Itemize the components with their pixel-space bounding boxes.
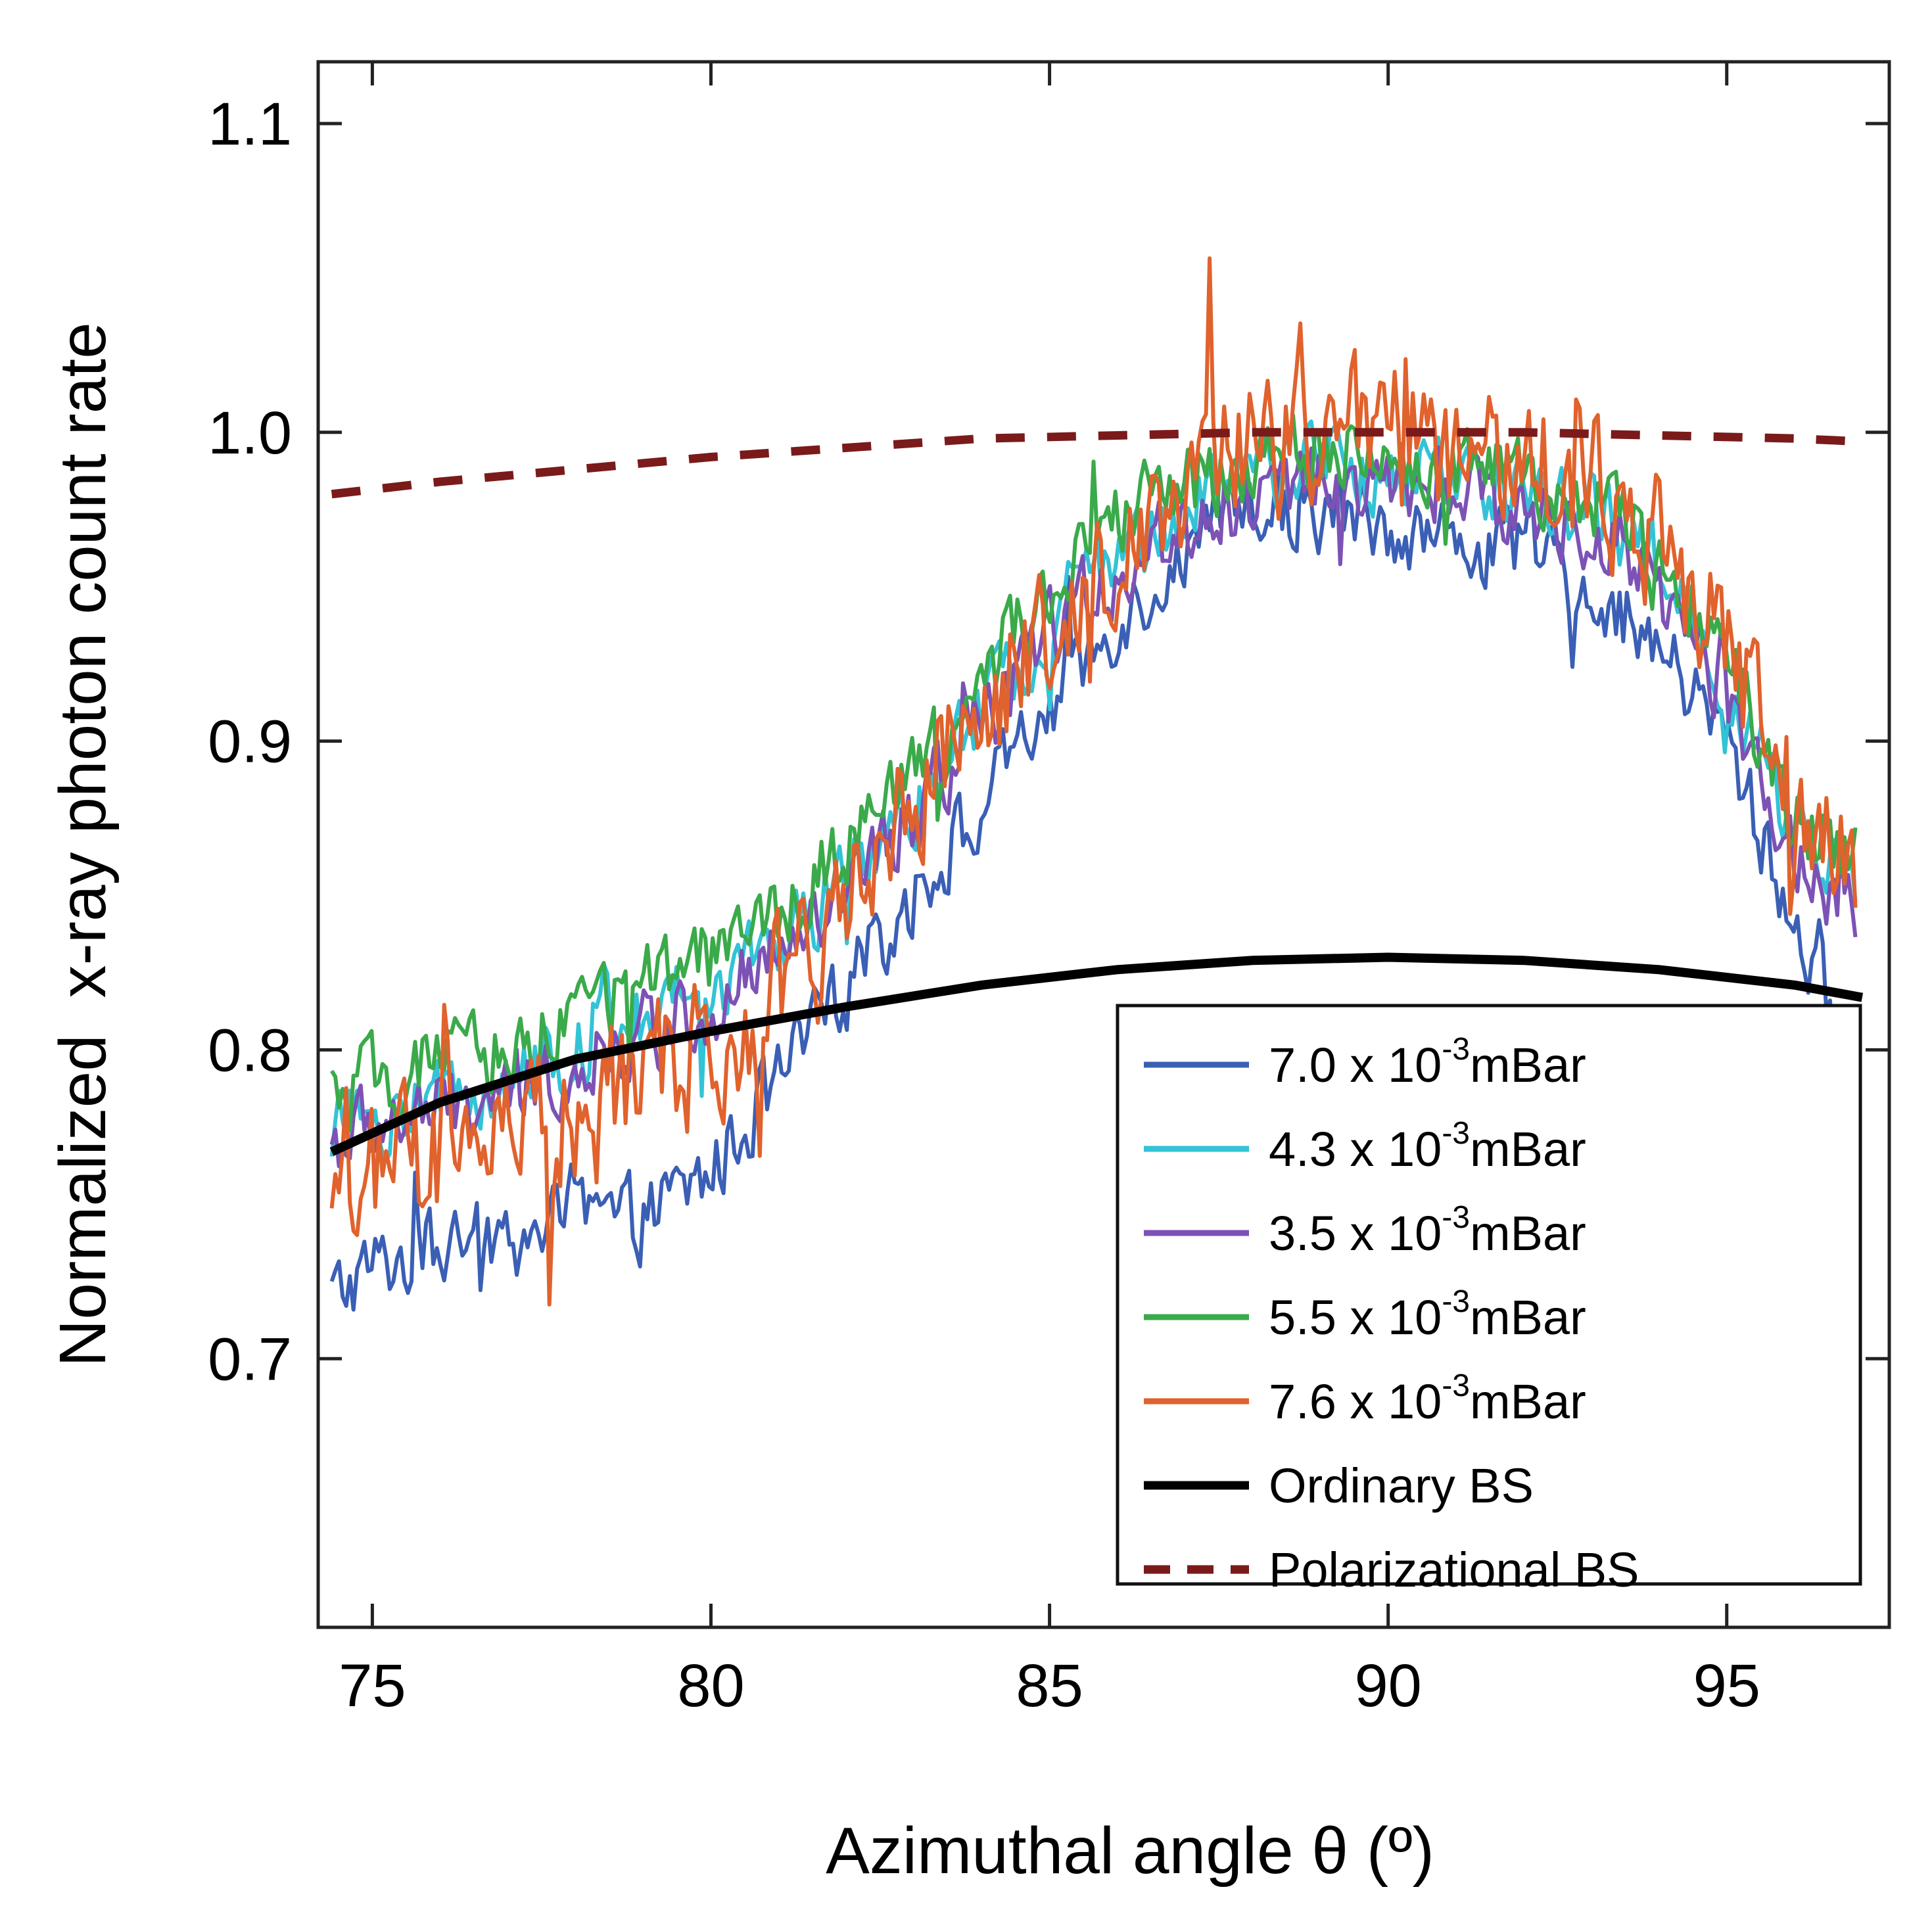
legend-label-unit: mBar [1470,1290,1586,1345]
series-1-line [329,470,1858,1312]
legend-label-exponent: -3 [1442,1200,1470,1235]
axes-layer: 75 80 85 90 95 0.7 0.8 0.9 1.0 1.1 Azimuthal angle… [46,60,1891,1888]
x-axis-title: Azimuthal angle θ (º) [826,1814,1434,1888]
x-tick-label: 90 [1355,1652,1422,1719]
legend-label: Ordinary BS [1269,1458,1534,1513]
y-tick-label: 1.0 [208,400,292,467]
legend-label-exponent: -3 [1442,1032,1470,1067]
legend-item: 4.3 x 10-3mBar [1144,1116,1586,1176]
legend-label: 7.0 x 10-3mBar [1269,1032,1586,1092]
legend-label: 7.6 x 10-3mBar [1269,1368,1586,1429]
legend-label-unit: mBar [1470,1374,1586,1429]
legend-label-unit: mBar [1470,1206,1586,1261]
legend-label-main: 7.0 x 10 [1269,1038,1442,1092]
legend-label-unit: mBar [1470,1122,1586,1176]
legend-item: 3.5 x 10-3mBar [1144,1200,1586,1261]
y-tick-label: 0.9 [208,709,292,776]
y-axis-title: Normalized x-ray photon count rate [46,322,120,1367]
legend-label-exponent: -3 [1442,1368,1470,1403]
legend-item: 7.0 x 10-3mBar [1144,1032,1586,1092]
legend-label: Polarizational BS [1269,1543,1639,1597]
legend-label-main: 4.3 x 10 [1269,1122,1442,1176]
series-6-line [329,952,1864,1156]
x-tick-label: 85 [1016,1652,1083,1719]
legend-label-main: 5.5 x 10 [1269,1290,1442,1345]
legend-label-unit: mBar [1470,1038,1586,1092]
legend-label-exponent: -3 [1442,1284,1470,1319]
legend-item: 7.6 x 10-3mBar [1144,1368,1586,1429]
legend-label-main: Polarizational BS [1269,1543,1639,1597]
legend-item: Ordinary BS [1144,1458,1534,1513]
legend-label-exponent: -3 [1442,1116,1470,1151]
x-tick-label: 95 [1693,1652,1760,1719]
legend-label-main: 7.6 x 10 [1269,1374,1442,1429]
legend-label: 4.3 x 10-3mBar [1269,1116,1586,1176]
legend-label: 5.5 x 10-3mBar [1269,1284,1586,1345]
y-tick-label: 0.7 [208,1326,292,1393]
x-tick-label: 75 [339,1652,406,1719]
series-5-line [329,256,1858,1307]
y-tick-label: 0.8 [208,1017,292,1084]
plot-frame [316,60,1891,1629]
legend-label: 3.5 x 10-3mBar [1269,1200,1586,1261]
x-tick-label: 80 [677,1652,744,1719]
legend-label-main: 3.5 x 10 [1269,1206,1442,1261]
y-tick-label: 1.1 [208,91,292,158]
series-layer [329,256,1864,1312]
legend-item: 5.5 x 10-3mBar [1144,1284,1586,1345]
series-7-line [331,428,1863,499]
legend-item: Polarizational BS [1144,1543,1639,1597]
legend-label-main: Ordinary BS [1269,1458,1534,1513]
